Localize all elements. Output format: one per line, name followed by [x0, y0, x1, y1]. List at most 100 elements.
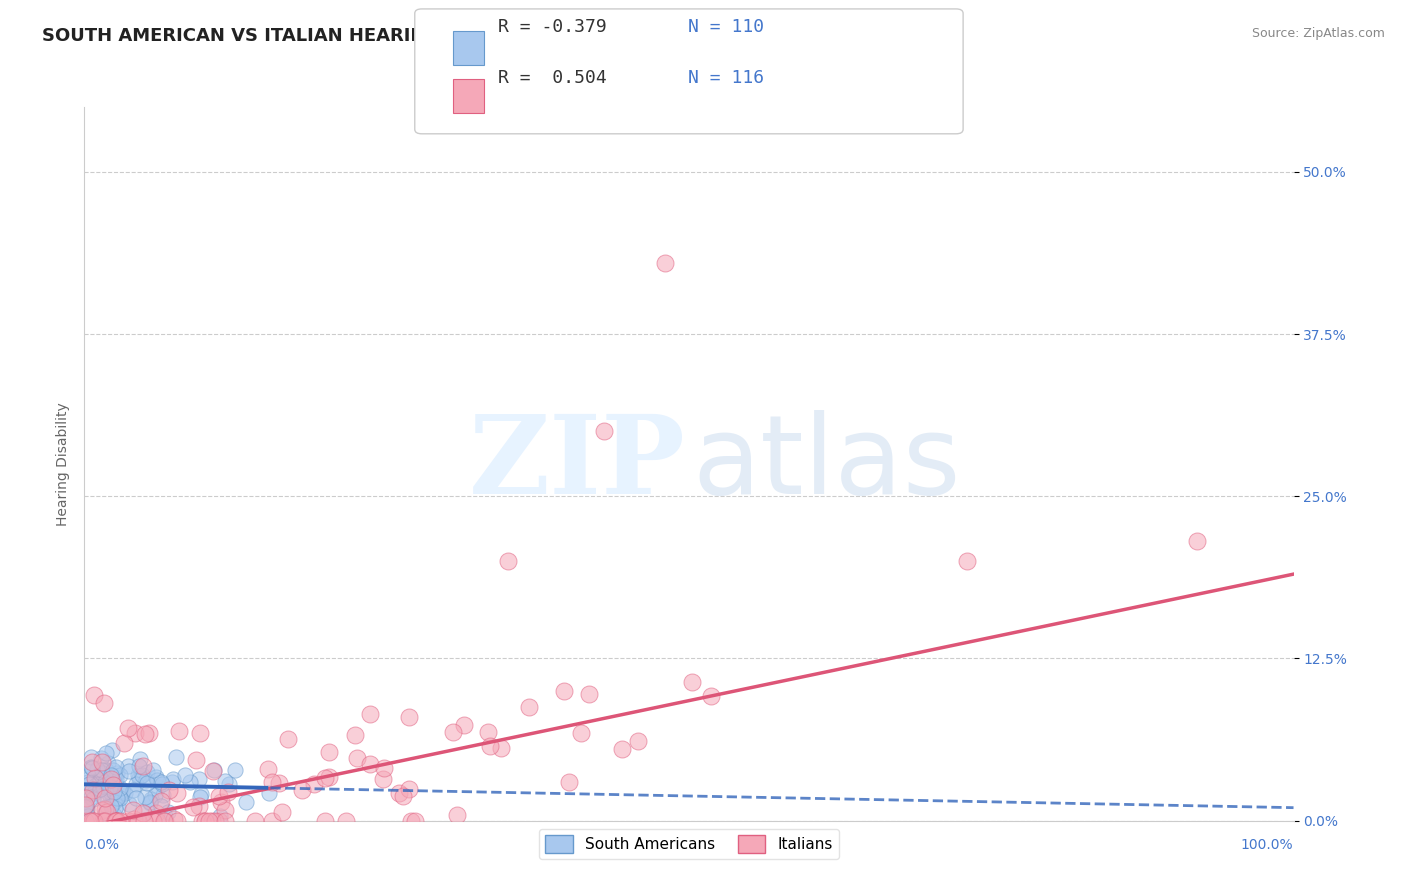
Point	[118, 797, 141, 812]
Point	[188, 798, 211, 813]
Point	[136, 776, 159, 790]
Point	[346, 751, 368, 765]
Point	[84, 771, 107, 785]
Point	[179, 774, 201, 789]
Point	[103, 795, 125, 809]
Point	[174, 768, 197, 782]
Point	[94, 814, 117, 828]
Text: ZIP: ZIP	[468, 410, 685, 517]
Point	[80, 760, 103, 774]
Point	[75, 791, 97, 805]
Text: N = 110: N = 110	[688, 18, 763, 36]
Point	[118, 764, 141, 778]
Point	[101, 742, 124, 756]
Point	[89, 781, 111, 796]
Point	[165, 750, 187, 764]
Point	[103, 785, 125, 799]
Point	[114, 786, 136, 800]
Point	[214, 773, 236, 788]
Point	[1185, 534, 1208, 549]
Point	[103, 769, 125, 783]
Point	[654, 256, 676, 270]
Text: atlas: atlas	[693, 410, 962, 517]
Point	[153, 814, 176, 828]
Point	[104, 814, 127, 828]
Point	[208, 789, 231, 803]
Point	[700, 689, 723, 703]
Point	[359, 707, 381, 722]
Point	[82, 755, 104, 769]
Point	[122, 812, 145, 826]
Text: Source: ZipAtlas.com: Source: ZipAtlas.com	[1251, 27, 1385, 40]
Point	[122, 782, 145, 797]
Point	[86, 777, 108, 791]
Point	[86, 762, 108, 776]
Point	[190, 789, 212, 804]
Point	[108, 790, 131, 805]
Point	[453, 718, 475, 732]
Point	[162, 772, 184, 786]
Point	[91, 756, 114, 770]
Point	[302, 777, 325, 791]
Point	[105, 814, 128, 828]
Point	[90, 803, 112, 817]
Point	[166, 814, 188, 828]
Point	[335, 814, 357, 828]
Point	[134, 806, 156, 821]
Point	[96, 756, 118, 770]
Point	[108, 784, 131, 798]
Point	[145, 806, 167, 821]
Point	[141, 791, 163, 805]
Point	[553, 684, 575, 698]
Point	[83, 786, 105, 800]
Point	[101, 763, 124, 777]
Point	[80, 761, 103, 775]
Point	[80, 750, 103, 764]
Point	[98, 789, 121, 803]
Point	[98, 780, 121, 794]
Point	[76, 801, 98, 815]
Point	[76, 809, 98, 823]
Point	[217, 784, 239, 798]
Point	[152, 788, 174, 802]
Point	[277, 731, 299, 746]
Point	[127, 768, 149, 782]
Point	[235, 795, 257, 809]
Text: N = 116: N = 116	[688, 69, 763, 87]
Point	[291, 782, 314, 797]
Point	[100, 772, 122, 787]
Point	[90, 751, 112, 765]
Point	[344, 728, 367, 742]
Point	[91, 783, 114, 797]
Point	[111, 785, 134, 799]
Point	[446, 807, 468, 822]
Point	[125, 790, 148, 805]
Text: R = -0.379: R = -0.379	[498, 18, 606, 36]
Text: 100.0%: 100.0%	[1241, 838, 1294, 853]
Point	[610, 742, 633, 756]
Point	[79, 814, 101, 828]
Point	[75, 797, 97, 812]
Point	[129, 752, 152, 766]
Point	[82, 814, 104, 828]
Point	[202, 764, 225, 779]
Point	[149, 794, 172, 808]
Point	[104, 776, 127, 790]
Point	[76, 775, 98, 789]
Point	[478, 739, 501, 753]
Point	[103, 808, 125, 822]
Point	[398, 710, 420, 724]
Point	[80, 790, 103, 805]
Y-axis label: Hearing Disability: Hearing Disability	[56, 402, 70, 525]
Point	[145, 814, 167, 828]
Point	[569, 725, 592, 739]
Point	[94, 791, 117, 805]
Point	[138, 796, 160, 810]
Point	[150, 777, 173, 791]
Point	[100, 798, 122, 813]
Legend: South Americans, Italians: South Americans, Italians	[538, 829, 839, 859]
Point	[142, 763, 165, 777]
Point	[209, 795, 232, 809]
Point	[181, 800, 204, 814]
Text: R =  0.504: R = 0.504	[498, 69, 606, 87]
